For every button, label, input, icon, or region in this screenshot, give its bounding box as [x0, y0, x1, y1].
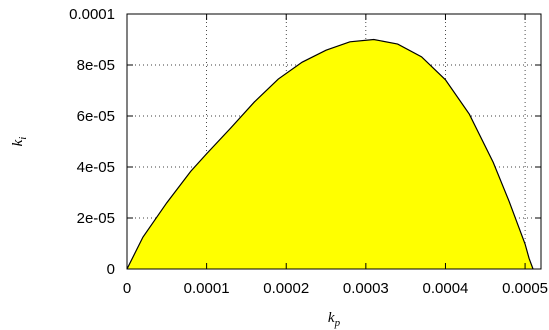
x-axis-label-sub: p [334, 317, 341, 329]
svg-text:kp: kp [328, 310, 341, 329]
x-tick-label: 0.0003 [343, 280, 389, 297]
y-tick-label: 6e-05 [77, 108, 115, 125]
y-axis-label-sub: i [17, 137, 29, 140]
x-tick-label: 0.0002 [263, 280, 309, 297]
x-tick-label: 0.0004 [423, 280, 469, 297]
area-fill [127, 39, 534, 269]
x-tick-label: 0.0001 [184, 280, 230, 297]
y-tick-label: 0.0001 [69, 6, 115, 23]
y-tick-label: 8e-05 [77, 57, 115, 74]
x-axis-label: kp [328, 310, 341, 329]
x-tick-label: 0.0005 [502, 280, 548, 297]
curve-line [126, 38, 534, 270]
y-tick-label: 2e-05 [77, 210, 115, 227]
svg-text:ki: ki [10, 137, 29, 147]
tick-layer: 0 0.0001 0.0002 0.0003 0.0004 0.0005 0 2e-05 4e-… [69, 6, 548, 297]
plot-frame [126, 13, 542, 270]
y-tick-label: 0 [107, 261, 115, 278]
y-axis-label-base: k [10, 139, 26, 146]
y-tick-label: 4e-05 [77, 159, 115, 176]
y-axis-label: ki [10, 137, 29, 147]
x-axis-label-base: k [328, 310, 335, 326]
x-tick-label: 0 [123, 280, 131, 297]
